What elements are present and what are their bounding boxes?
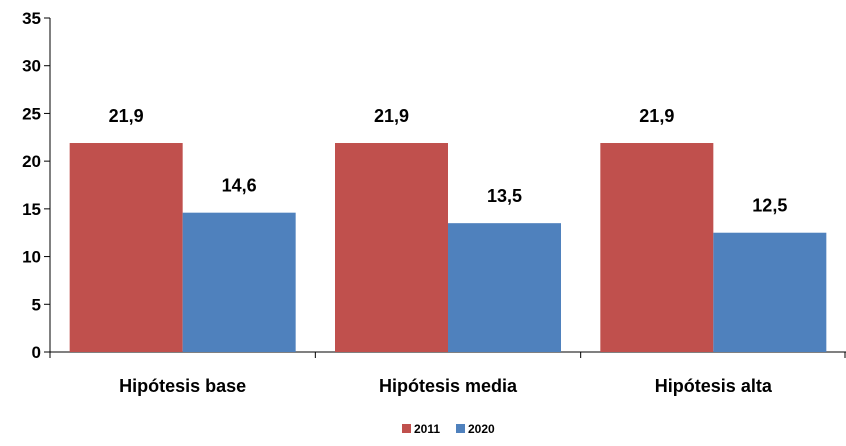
y-tick-label: 30 [22, 57, 41, 76]
y-tick-label: 20 [22, 152, 41, 171]
legend: 2011 2020 [402, 422, 495, 436]
data-label-2011: 21,9 [639, 106, 674, 126]
bar-2020 [448, 223, 561, 352]
x-category-label: Hipótesis alta [655, 376, 773, 396]
bar-2020 [713, 232, 827, 352]
y-tick-label: 35 [22, 9, 41, 28]
bar-2011 [69, 143, 183, 352]
y-tick-label: 25 [22, 104, 41, 123]
data-label-2011: 21,9 [109, 106, 144, 126]
y-axis: 0 5 10 15 20 25 30 35 [22, 9, 51, 362]
data-label-2020: 14,6 [222, 176, 257, 196]
x-category-label: Hipótesis media [379, 376, 518, 396]
y-tick-label: 15 [22, 200, 41, 219]
bars [69, 143, 827, 352]
y-tick-label: 0 [32, 343, 41, 362]
data-labels: 21,9 14,6 21,9 13,5 21,9 12,5 [109, 106, 788, 216]
bar-2011 [335, 143, 448, 352]
data-label-2011: 21,9 [374, 106, 409, 126]
y-tick-label: 5 [32, 295, 41, 314]
x-category-label: Hipótesis base [119, 376, 246, 396]
legend-label-2011: 2011 [414, 422, 440, 436]
y-tick-label: 10 [22, 248, 41, 267]
x-axis: Hipótesis base Hipótesis media Hipótesis a… [49, 351, 846, 396]
legend-swatch-2020 [456, 424, 465, 433]
data-label-2020: 13,5 [487, 186, 522, 206]
data-label-2020: 12,5 [752, 196, 787, 216]
legend-swatch-2011 [402, 424, 411, 433]
bar-2020 [182, 212, 296, 352]
bar-2011 [600, 143, 714, 352]
legend-label-2020: 2020 [468, 422, 495, 436]
